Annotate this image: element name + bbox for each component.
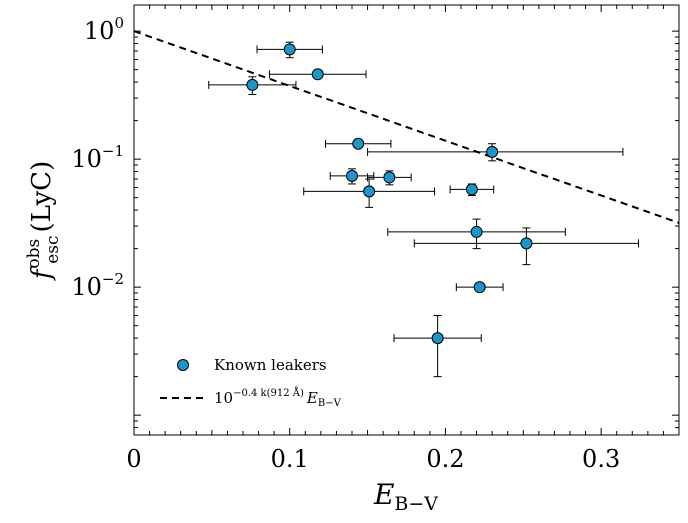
x-tick-label: 0.3: [582, 445, 620, 473]
data-point-11: [413, 227, 640, 266]
x-axis-label: EB−V: [373, 478, 438, 515]
data-marker: [473, 281, 486, 294]
x-tick-label: 0.2: [426, 445, 464, 473]
axis-ticks: [133, 5, 680, 436]
data-point-12: [455, 281, 504, 294]
data-points: [208, 41, 640, 378]
data-point-1: [256, 41, 323, 59]
data-point-13: [393, 315, 482, 378]
y-tick-labels: 100 10−1 10−2: [71, 14, 124, 301]
data-point-9: [449, 183, 495, 196]
data-marker: [465, 183, 478, 196]
y-tick-label: 10−1: [71, 142, 124, 173]
data-marker: [352, 137, 365, 150]
data-point-3: [208, 76, 297, 95]
data-point-4: [325, 137, 392, 150]
legend-label-known-leakers: Known leakers: [214, 356, 327, 374]
x-tick-label: 0: [126, 445, 141, 473]
y-tick-label: 100: [84, 14, 124, 45]
data-point-5: [367, 143, 624, 162]
legend: Known leakers 10−0.4 k(912 Å) EB−V: [160, 356, 342, 409]
data-marker: [431, 332, 444, 345]
x-tick-label: 0.1: [271, 445, 309, 473]
data-marker: [311, 68, 324, 81]
legend-marker: [177, 359, 189, 371]
data-point-6: [329, 168, 375, 185]
data-marker: [346, 169, 358, 182]
data-point-7: [367, 170, 412, 186]
x-tick-labels: 0 0.1 0.2 0.3: [126, 445, 620, 473]
y-axis-label: fobsesc(LyC): [24, 161, 63, 281]
y-tick-label: 10−2: [71, 270, 124, 301]
legend-label-dust-relation: 10−0.4 k(912 Å) EB−V: [214, 387, 342, 409]
trend-line: [133, 30, 680, 224]
data-marker: [383, 171, 396, 184]
data-marker: [246, 78, 259, 91]
data-point-2: [268, 68, 367, 81]
data-marker: [486, 145, 499, 158]
data-marker: [363, 185, 376, 198]
trend-line-group: [133, 30, 680, 224]
data-marker: [283, 43, 296, 56]
data-marker: [520, 237, 533, 250]
data-point-8: [303, 178, 436, 208]
data-marker: [470, 225, 483, 238]
plot-frame: [133, 4, 680, 436]
